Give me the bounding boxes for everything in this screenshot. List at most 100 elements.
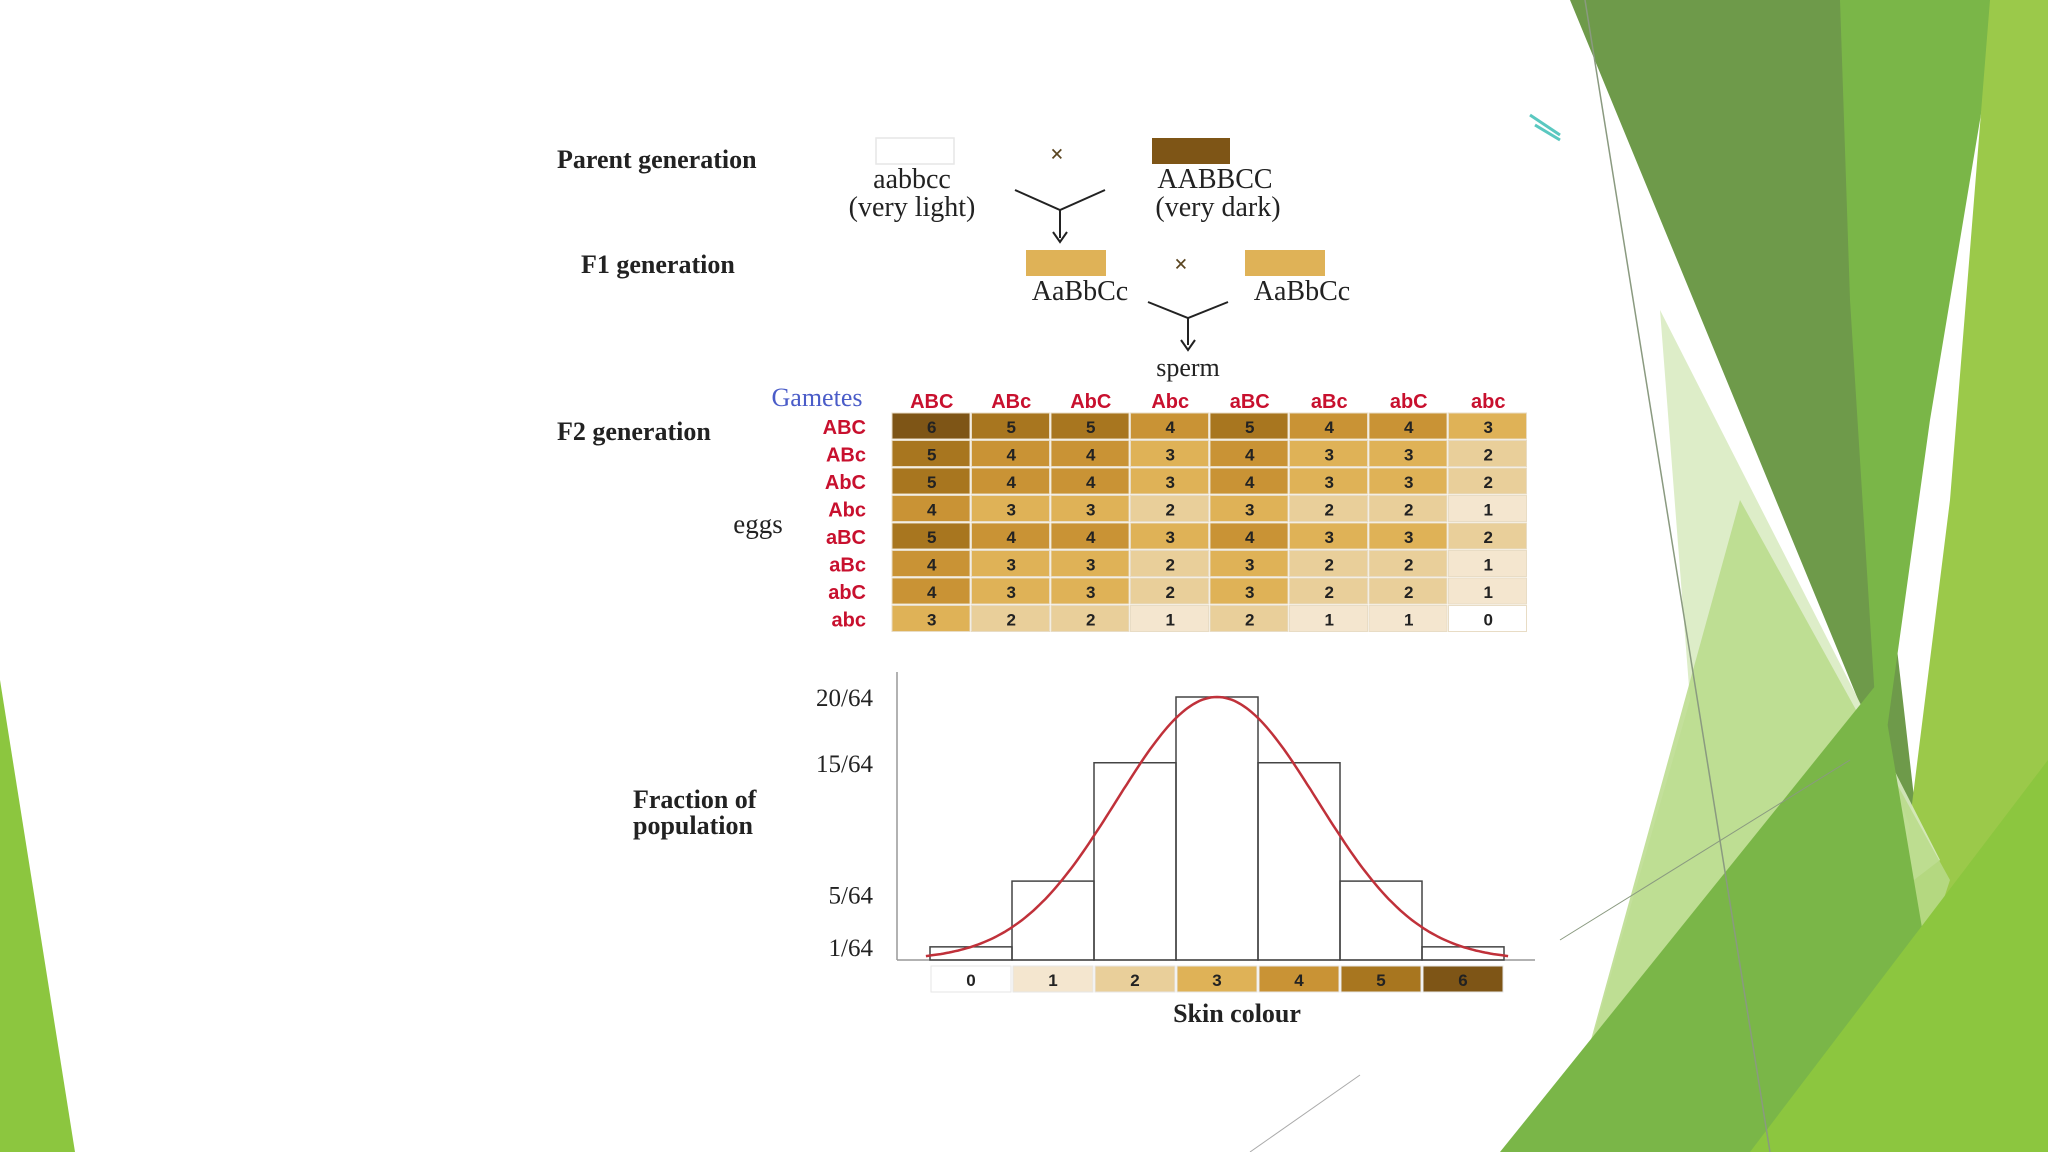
punnett-cell — [1368, 412, 1448, 440]
eggs-label: eggs — [733, 509, 783, 539]
sperm-gamete-8: abc — [1471, 391, 1505, 413]
punnett-cell-value: 2 — [1325, 583, 1334, 602]
punnett-grid: 6 5 5 4 5 4 4 3 5 4 4 3 4 3 3 2 5 4 4 3 4 3 3 2 4 3 3 2 3 2 2 1 5 4 4 3 4 3 3 2… — [891, 412, 1527, 632]
f1-right-genotype: AaBbCc — [1254, 276, 1350, 307]
y-axis-label-line-1: Fraction of — [633, 785, 757, 814]
punnett-cell-value: 1 — [1325, 610, 1334, 629]
punnett-cell — [1209, 467, 1289, 495]
punnett-cell — [1050, 467, 1130, 495]
punnett-cell-value: 3 — [1086, 555, 1095, 574]
sperm-gamete-headers: ABC ABc AbC Abc aBC aBc abC abc — [910, 391, 1505, 413]
egg-gamete-6: aBc — [829, 554, 866, 576]
punnett-cell — [1050, 577, 1130, 605]
x-category-label: 3 — [1212, 971, 1221, 990]
parent-left-genotype: aabbcc — [873, 164, 951, 195]
punnett-cell-value: 4 — [1086, 528, 1096, 547]
punnett-cell-value: 3 — [1086, 583, 1095, 602]
punnett-cell-value: 4 — [1245, 528, 1255, 547]
punnett-cell-value: 2 — [1166, 583, 1175, 602]
very-light-swatch — [875, 137, 955, 165]
punnett-cell — [971, 412, 1050, 440]
punnett-cell — [1368, 522, 1448, 550]
punnett-cell-value: 3 — [1404, 473, 1413, 492]
punnett-cell — [1368, 550, 1448, 577]
punnett-cell — [971, 605, 1050, 632]
histogram-bars — [929, 696, 1505, 961]
punnett-cell-value: 3 — [927, 610, 936, 629]
y-tick-labels: 1/64 5/64 15/64 20/64 — [816, 685, 873, 962]
x-category-label: 4 — [1294, 971, 1304, 990]
punnett-cell-value: 3 — [1404, 445, 1413, 464]
punnett-cell-value: 3 — [1086, 500, 1095, 519]
histogram-bar-3 — [1175, 696, 1259, 961]
y-tick-label: 5/64 — [829, 882, 874, 909]
punnett-cell — [1209, 577, 1289, 605]
punnett-cell — [891, 605, 971, 632]
egg-gamete-4: Abc — [828, 499, 866, 521]
deco-line-1 — [1584, 0, 1771, 1152]
histogram-bar-2 — [1093, 762, 1177, 961]
x-category-label: 1 — [1048, 971, 1057, 990]
parent-cross-arrow — [1014, 189, 1106, 238]
parent-arrowhead — [1052, 231, 1068, 244]
punnett-cell-value: 5 — [927, 445, 936, 464]
f1-left-genotype: AaBbCc — [1032, 276, 1128, 307]
sperm-gamete-3: AbC — [1070, 391, 1111, 413]
punnett-cell — [1289, 605, 1368, 632]
skin-colour-distribution-chart: 1/64 5/64 15/64 20/64 0 1 2 3 4 5 6 Fraction of p… — [633, 672, 1535, 1028]
x-category-label: 6 — [1458, 971, 1467, 990]
punnett-cell-value: 4 — [1245, 445, 1255, 464]
punnett-cell — [1448, 412, 1527, 440]
punnett-cell-value: 5 — [1007, 418, 1016, 437]
punnett-cell-value: 3 — [1166, 473, 1175, 492]
punnett-cell — [1130, 412, 1209, 440]
egg-gamete-5: aBC — [826, 527, 866, 549]
punnett-cell — [971, 440, 1050, 467]
punnett-cell-value: 4 — [1007, 445, 1017, 464]
punnett-cell — [1448, 577, 1527, 605]
punnett-cell — [1209, 605, 1289, 632]
x-category-swatches: 0 1 2 3 4 5 6 — [930, 965, 1504, 993]
punnett-cell — [1130, 605, 1209, 632]
punnett-cell — [1130, 495, 1209, 522]
punnett-cell-value: 3 — [1007, 583, 1016, 602]
skin-colour-swatch-4 — [1258, 965, 1340, 993]
punnett-cell — [891, 522, 971, 550]
punnett-cell-value: 1 — [1484, 583, 1493, 602]
punnett-cell-value: 3 — [1325, 445, 1334, 464]
punnett-cell — [1050, 605, 1130, 632]
y-axis-label-line-2: population — [633, 811, 753, 840]
punnett-cell — [1289, 440, 1368, 467]
punnett-cell — [1130, 522, 1209, 550]
punnett-cell — [1050, 550, 1130, 577]
punnett-cell — [1130, 577, 1209, 605]
punnett-cell-value: 2 — [1086, 610, 1095, 629]
f1-right-swatch — [1245, 250, 1325, 276]
punnett-cell-value: 4 — [927, 555, 937, 574]
y-tick-label: 1/64 — [829, 935, 874, 962]
f1-arrowhead — [1180, 339, 1196, 352]
punnett-cell-value: 3 — [1245, 583, 1254, 602]
punnett-cell — [971, 550, 1050, 577]
punnett-cell-value: 3 — [1245, 500, 1254, 519]
gametes-label: Gametes — [772, 383, 863, 412]
punnett-cell — [1209, 550, 1289, 577]
punnett-cell-value: 3 — [1325, 473, 1334, 492]
punnett-cell — [1130, 440, 1209, 467]
egg-gamete-headers: ABC ABc AbC Abc aBC aBc abC abc — [823, 417, 866, 632]
punnett-cell — [971, 577, 1050, 605]
punnett-cell — [1050, 412, 1130, 440]
parent-left-phenotype: (very light) — [849, 192, 976, 223]
punnett-cell-value: 2 — [1166, 555, 1175, 574]
punnett-cell-value: 3 — [1166, 445, 1175, 464]
punnett-cell — [1289, 495, 1368, 522]
punnett-cell — [1209, 495, 1289, 522]
normal-curve — [925, 695, 1509, 958]
punnett-cell — [1448, 467, 1527, 495]
punnett-cell — [1289, 522, 1368, 550]
x-category-label: 0 — [966, 971, 975, 990]
punnett-cell-value: 2 — [1245, 610, 1254, 629]
skin-colour-swatch-5 — [1340, 965, 1422, 993]
punnett-cell-value: 2 — [1404, 500, 1413, 519]
punnett-cell — [1289, 412, 1368, 440]
